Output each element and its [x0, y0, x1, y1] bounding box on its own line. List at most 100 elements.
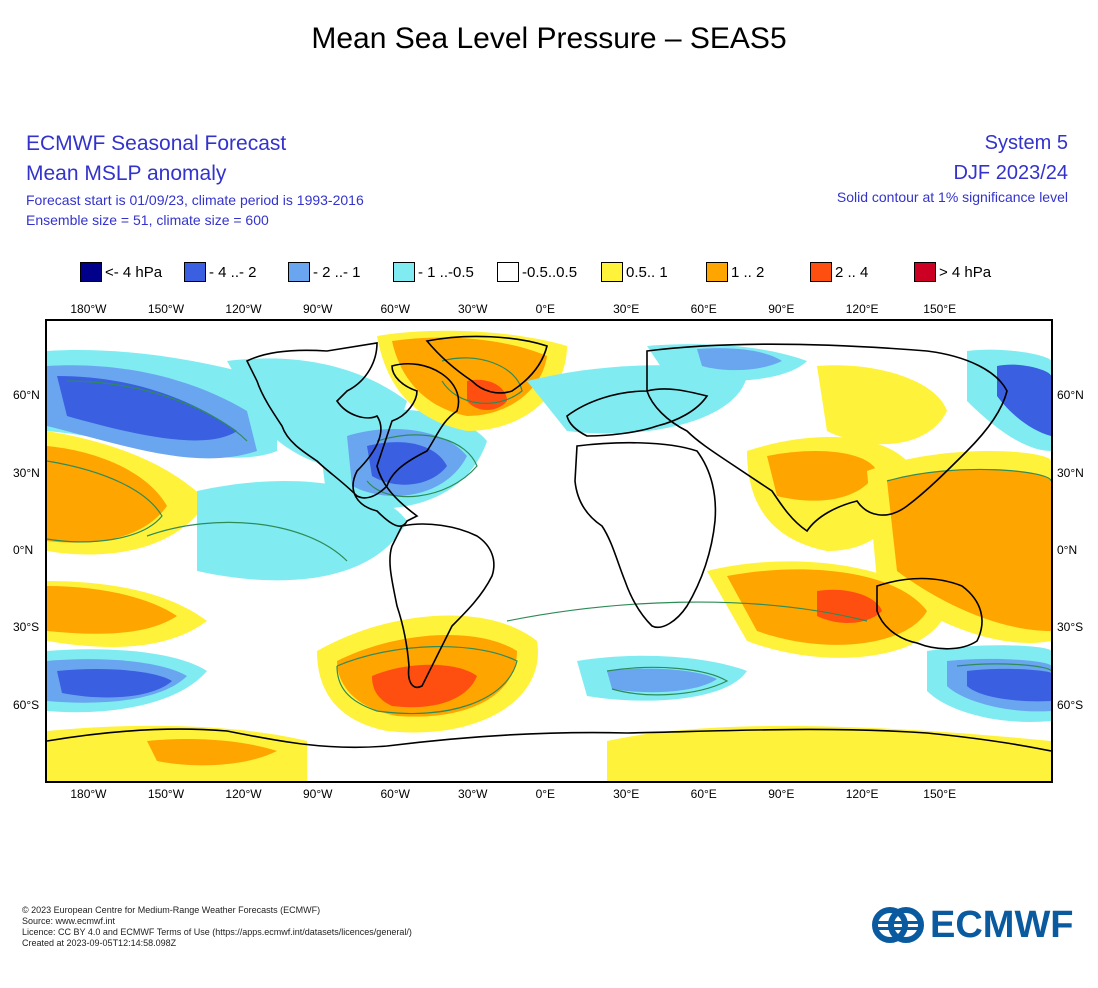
- header-subtitle: Mean MSLP anomaly: [26, 162, 227, 185]
- y-tick-label: 60°N: [13, 388, 40, 403]
- legend-label: - 2 ..- 1: [313, 263, 361, 281]
- legend-swatch: [810, 262, 832, 282]
- legend-label: 1 .. 2: [731, 263, 765, 281]
- x-tick-label: 150°E: [923, 787, 957, 801]
- legend-swatch: [393, 262, 415, 282]
- y-tick-label: 30°S: [1057, 620, 1084, 635]
- legend-item: - 1 ..-0.5: [393, 261, 474, 283]
- footer: © 2023 European Centre for Medium-Range …: [22, 905, 412, 949]
- anomaly-region: [697, 348, 782, 371]
- legend-item: 1 .. 2: [706, 261, 764, 283]
- ecmwf-logo-icon: [872, 907, 924, 943]
- header-period: DJF 2023/24: [953, 162, 1068, 184]
- x-tick-label: 60°E: [690, 787, 717, 801]
- x-tick-label: 0°E: [535, 787, 556, 801]
- anomaly-fill-layer: [47, 330, 1051, 781]
- color-legend: <- 4 hPa - 4 ..- 2 - 2 ..- 1 - 1 ..-0.5 …: [80, 261, 1060, 283]
- x-tick-label: 120°W: [225, 787, 262, 801]
- significance-contour: [66, 380, 248, 442]
- significance-contour: [441, 357, 523, 404]
- legend-item: 0.5.. 1: [601, 261, 668, 283]
- anomaly-region: [817, 365, 947, 445]
- y-tick-label: 30°S: [13, 620, 40, 635]
- legend-label: 2 .. 4: [835, 263, 869, 281]
- legend-item: - 4 ..- 2: [184, 261, 257, 283]
- legend-swatch: [497, 262, 519, 282]
- legend-swatch: [601, 262, 623, 282]
- y-tick-label: 60°S: [1057, 697, 1084, 712]
- legend-swatch: [914, 262, 936, 282]
- x-tick-label: 30°W: [458, 302, 488, 316]
- x-tick-label: 30°E: [613, 787, 640, 801]
- map-frame[interactable]: [45, 319, 1053, 783]
- anomaly-region: [47, 446, 167, 543]
- legend-item: -0.5..0.5: [497, 261, 577, 283]
- x-tick-label: 120°E: [845, 787, 879, 801]
- significance-contour: [47, 460, 163, 543]
- y-tick-label: 60°N: [1057, 388, 1084, 403]
- anomaly-region: [47, 586, 177, 634]
- page-title: Mean Sea Level Pressure – SEAS5: [311, 22, 787, 55]
- x-tick-label: 0°E: [535, 302, 556, 316]
- footer-source: Source: www.ecmwf.int: [22, 916, 116, 926]
- coastline-australia: [876, 577, 983, 650]
- coastline-greenland: [425, 335, 548, 394]
- anomaly-region: [607, 668, 717, 693]
- legend-label: - 4 ..- 2: [209, 263, 257, 281]
- x-tick-label: 90°W: [302, 787, 333, 801]
- x-tick-label: 30°E: [613, 302, 640, 316]
- header-system: System 5: [984, 132, 1068, 154]
- x-tick-label: 120°E: [845, 302, 879, 316]
- legend-label: - 1 ..-0.5: [418, 263, 474, 281]
- coastline-africa: [574, 441, 717, 628]
- anomaly-region: [967, 668, 1051, 702]
- anomaly-region: [997, 364, 1051, 436]
- x-tick-label: 150°W: [147, 787, 185, 801]
- x-tick-label: 180°W: [70, 787, 107, 801]
- legend-label: 0.5.. 1: [626, 263, 668, 281]
- x-tick-label: 180°W: [70, 302, 107, 316]
- footer-created: Created at 2023-09-05T12:14:58.098Z: [22, 938, 177, 948]
- legend-label: <- 4 hPa: [105, 263, 163, 281]
- coastline-south-america: [389, 523, 495, 688]
- x-tick-label: 60°W: [380, 302, 410, 316]
- significance-contour: [146, 521, 348, 562]
- anomaly-region: [57, 376, 237, 441]
- coastline-antarctica: [47, 728, 1051, 752]
- significance-contour: [956, 663, 1051, 672]
- x-tick-label: 60°W: [380, 787, 410, 801]
- anomaly-region: [392, 337, 547, 416]
- anomaly-region: [147, 739, 277, 766]
- legend-swatch: [80, 262, 102, 282]
- x-tick-label: 90°E: [768, 787, 795, 801]
- legend-item: - 2 ..- 1: [288, 261, 361, 283]
- ecmwf-logo-text: ECMWF: [930, 903, 1074, 946]
- significance-contour: [606, 666, 729, 696]
- x-tick-label: 60°E: [690, 302, 717, 316]
- coastline-north-america: [245, 342, 460, 527]
- significance-contours: [47, 357, 1051, 715]
- y-tick-label: 0°N: [13, 543, 34, 557]
- coastline-asia: [646, 343, 1008, 533]
- anomaly-map: [47, 330, 1051, 781]
- y-tick-label: 60°S: [13, 697, 40, 712]
- header-ensemble-size: Ensemble size = 51, climate size = 600: [26, 212, 269, 228]
- x-tick-label: 30°W: [458, 787, 488, 801]
- y-tick-label: 30°N: [13, 465, 40, 480]
- anomaly-region: [372, 664, 477, 708]
- header-significance: Solid contour at 1% significance level: [836, 189, 1068, 205]
- legend-item: <- 4 hPa: [80, 261, 162, 283]
- anomaly-region: [767, 451, 877, 501]
- ecmwf-logo: ECMWF: [872, 904, 1078, 946]
- anomaly-region: [197, 481, 407, 581]
- anomaly-region: [817, 589, 882, 623]
- header-title: ECMWF Seasonal Forecast: [26, 132, 287, 155]
- legend-swatch: [706, 262, 728, 282]
- legend-item: > 4 hPa: [914, 261, 991, 283]
- significance-contour: [336, 646, 518, 715]
- header-forecast-start: Forecast start is 01/09/23, climate peri…: [26, 192, 364, 208]
- legend-item: 2 .. 4: [810, 261, 868, 283]
- anomaly-region: [527, 365, 747, 434]
- x-tick-label: 120°W: [225, 302, 262, 316]
- y-tick-label: 30°N: [1057, 465, 1084, 480]
